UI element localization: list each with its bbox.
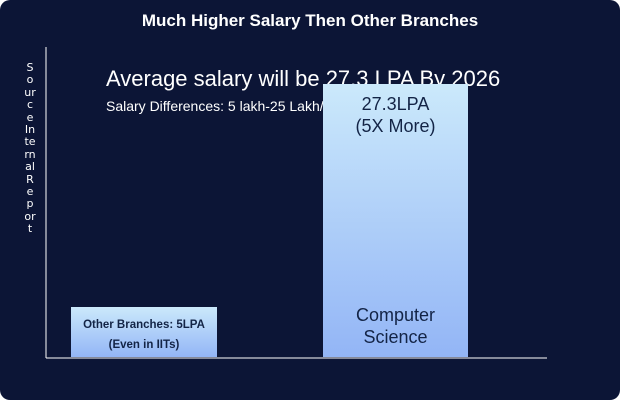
bar-other-branches (71, 307, 217, 357)
chart-title: Much Higher Salary Then Other Branches (141, 11, 479, 30)
bar-value-label: 27.3LPA (361, 94, 430, 114)
category-label-line: Computer (355, 305, 436, 325)
bar-value-label: Other Branches: 5LPA (83, 319, 205, 331)
subheadline: Salary Differences: 5 lakh-25 Lakh/Annum (106, 98, 368, 114)
bar-note-label: (Even in IITs) (108, 339, 180, 351)
bar-label-computer-science-value: 27.3LPA (5X More) (323, 93, 468, 137)
bar-label-other-branches: Other Branches: 5LPA (Even in IITs) (71, 315, 217, 355)
bar-note-label: (5X More) (355, 116, 436, 136)
bar-category-computer-science: Computer Science (323, 304, 468, 348)
category-label-line: Science (363, 327, 428, 347)
y-axis-label: Source Internal Report (24, 61, 36, 236)
bar-computer-science (323, 84, 468, 357)
